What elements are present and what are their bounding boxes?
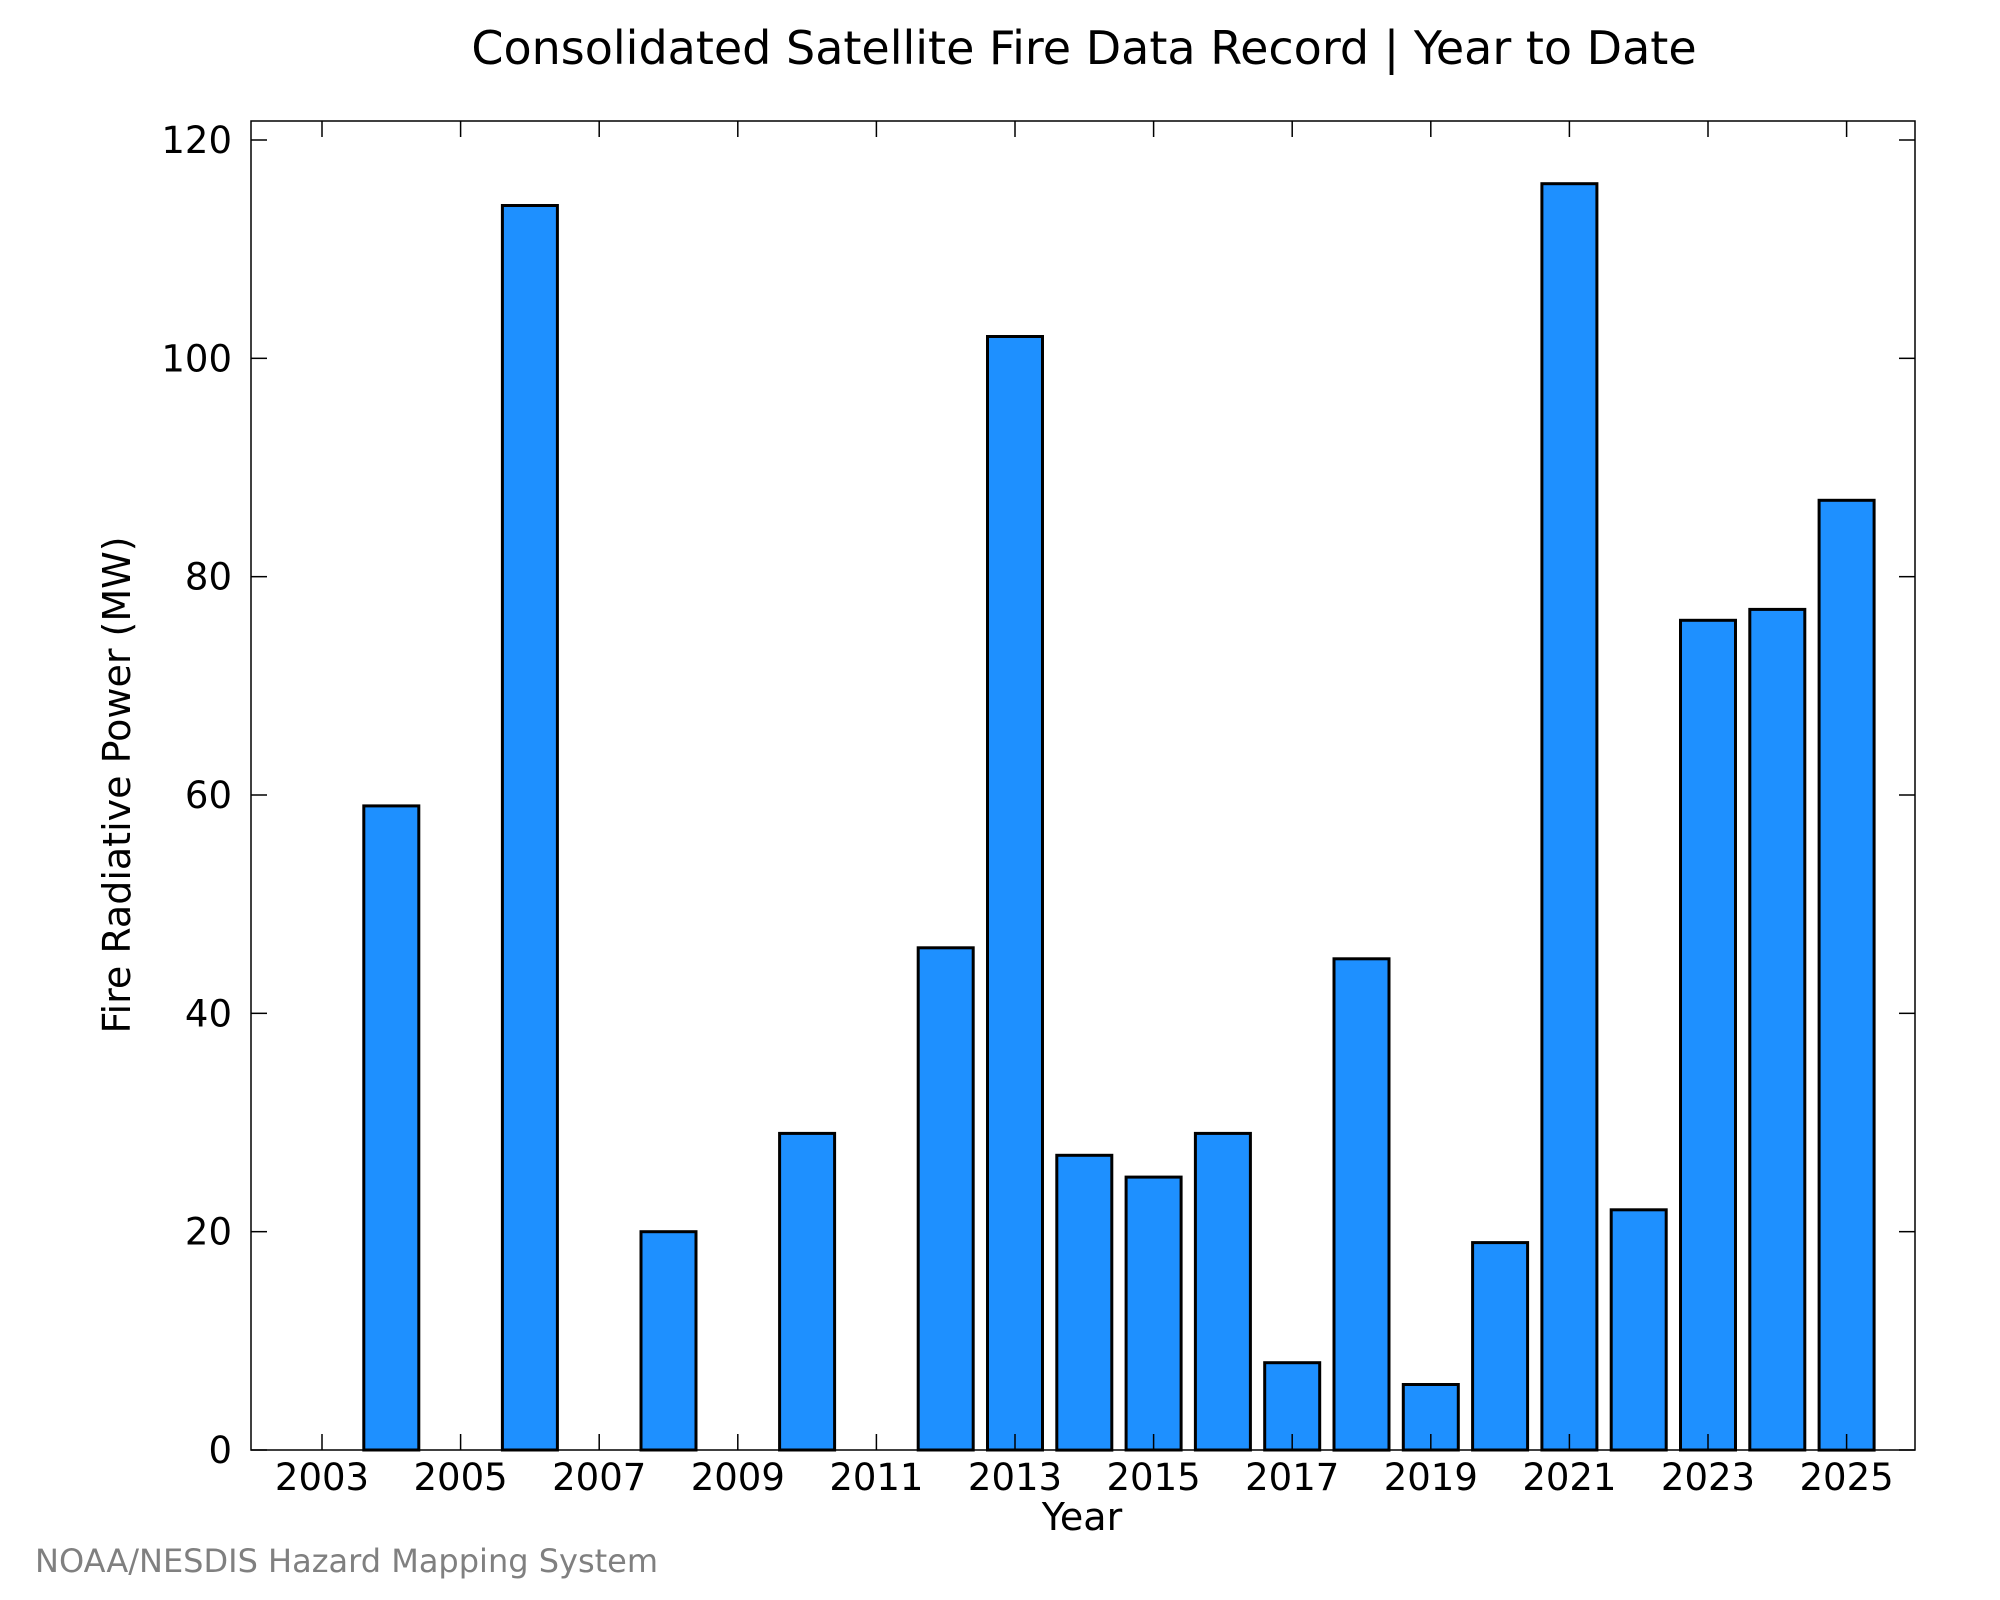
ticks-layer <box>251 121 1915 1451</box>
y-tick-label-120: 120 <box>161 119 232 162</box>
bar-2008 <box>639 1230 698 1452</box>
x-tick-labels: 2003 2005 2007 2009 2011 2013 2015 2017 2019 2021… <box>275 1456 1894 1499</box>
bars-layer <box>362 182 1876 1452</box>
bar-2006 <box>500 204 559 1452</box>
y-tick-label-100: 100 <box>161 337 232 380</box>
x-tick-label-2003: 2003 <box>275 1456 369 1499</box>
x-tick-label-2011: 2011 <box>829 1456 923 1499</box>
bar-2004 <box>362 804 421 1452</box>
x-tick-label-2007: 2007 <box>552 1456 646 1499</box>
bar-2022 <box>1609 1208 1668 1452</box>
x-axis-label: Year <box>1041 1495 1123 1539</box>
bar-2020 <box>1471 1241 1530 1452</box>
plot-frame <box>250 120 1916 1451</box>
y-tick-label-20: 20 <box>185 1211 232 1254</box>
y-tick-label-60: 60 <box>185 774 232 817</box>
x-tick-label-2021: 2021 <box>1522 1456 1616 1499</box>
y-tick-label-0: 0 <box>208 1429 232 1472</box>
y-tick-label-40: 40 <box>185 992 232 1035</box>
bar-2023 <box>1679 618 1737 1452</box>
credit-text: NOAA/NESDIS Hazard Mapping System <box>35 1542 658 1580</box>
chart-title: Consolidated Satellite Fire Data Record … <box>471 21 1696 76</box>
y-tick-labels: 0 20 40 60 80 100 120 <box>161 119 232 1472</box>
bar-2014 <box>1055 1153 1114 1452</box>
x-tick-label-2023: 2023 <box>1661 1456 1755 1499</box>
bar-2025 <box>1817 498 1876 1452</box>
bar-2010 <box>778 1131 837 1452</box>
x-tick-label-2013: 2013 <box>968 1456 1062 1499</box>
bar-2024 <box>1748 607 1807 1452</box>
bar-2012 <box>916 946 975 1452</box>
y-axis-label: Fire Radiative Power (MW) <box>95 536 139 1033</box>
bar-2016 <box>1193 1131 1252 1452</box>
bar-2018 <box>1332 957 1391 1452</box>
bar-2013 <box>986 335 1044 1452</box>
x-tick-label-2015: 2015 <box>1107 1456 1201 1499</box>
y-tick-label-80: 80 <box>185 556 232 599</box>
x-tick-label-2025: 2025 <box>1800 1456 1894 1499</box>
x-tick-label-2009: 2009 <box>691 1456 785 1499</box>
bar-2015 <box>1124 1175 1183 1452</box>
x-tick-label-2005: 2005 <box>414 1456 508 1499</box>
x-tick-label-2017: 2017 <box>1245 1456 1339 1499</box>
x-tick-label-2019: 2019 <box>1384 1456 1478 1499</box>
bar-2021 <box>1540 182 1599 1452</box>
